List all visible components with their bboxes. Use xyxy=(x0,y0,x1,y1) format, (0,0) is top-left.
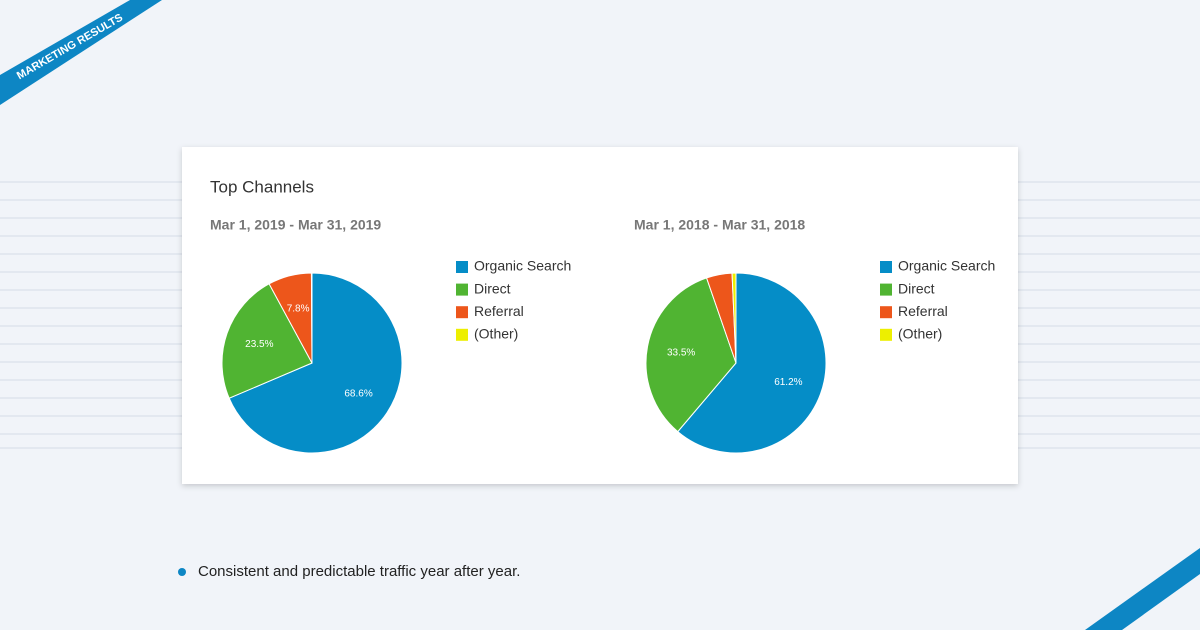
legend-swatch xyxy=(456,306,468,319)
bullet-dot xyxy=(178,568,186,576)
legend-swatch xyxy=(880,306,892,319)
legend-swatch xyxy=(880,283,892,296)
slice-label: 23.5% xyxy=(245,339,273,350)
corner-stripe xyxy=(1085,548,1200,630)
pie-slice xyxy=(731,272,737,364)
ribbon-text: MARKETING RESULTS xyxy=(15,12,125,82)
slice-label: 33.5% xyxy=(667,347,695,358)
pie-slice xyxy=(677,272,827,454)
slice-label: 61.2% xyxy=(774,377,802,388)
legend-label: Referral xyxy=(898,303,948,319)
legend-swatch xyxy=(456,261,468,273)
ribbon xyxy=(0,0,162,105)
slice-label: 68.6% xyxy=(344,388,372,399)
legend-swatch xyxy=(880,328,892,341)
legend-label: Direct xyxy=(474,280,511,296)
charts: Mar 1, 2019 - Mar 31, 2019 68.6% 23.5% 7.8%… xyxy=(210,217,995,454)
bullet-text: Consistent and predictable traffic year … xyxy=(198,563,520,580)
legend-label: Referral xyxy=(474,303,524,319)
legend-swatch xyxy=(456,283,468,296)
pie-slice xyxy=(645,277,737,433)
legend-label: Organic Search xyxy=(898,258,995,274)
legend-label: (Other) xyxy=(898,326,942,342)
legend-label: Organic Search xyxy=(474,258,571,274)
pie-slice xyxy=(221,283,313,399)
chart-subtitle: Mar 1, 2019 - Mar 31, 2019 xyxy=(210,217,381,233)
legend-swatch xyxy=(880,261,892,273)
pie-slice xyxy=(228,272,403,454)
legend-swatch xyxy=(456,328,468,341)
card-title: Top Channels xyxy=(210,177,314,196)
pie-slice xyxy=(310,272,313,364)
chart-subtitle: Mar 1, 2018 - Mar 31, 2018 xyxy=(634,217,805,233)
legend-label: Direct xyxy=(898,280,935,296)
legend-label: (Other) xyxy=(474,326,518,342)
slice-label: 7.8% xyxy=(287,304,310,315)
